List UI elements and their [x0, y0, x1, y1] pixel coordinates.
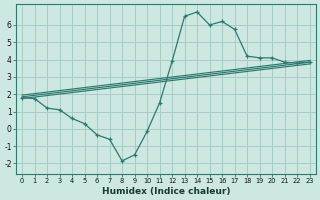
X-axis label: Humidex (Indice chaleur): Humidex (Indice chaleur)	[101, 187, 230, 196]
